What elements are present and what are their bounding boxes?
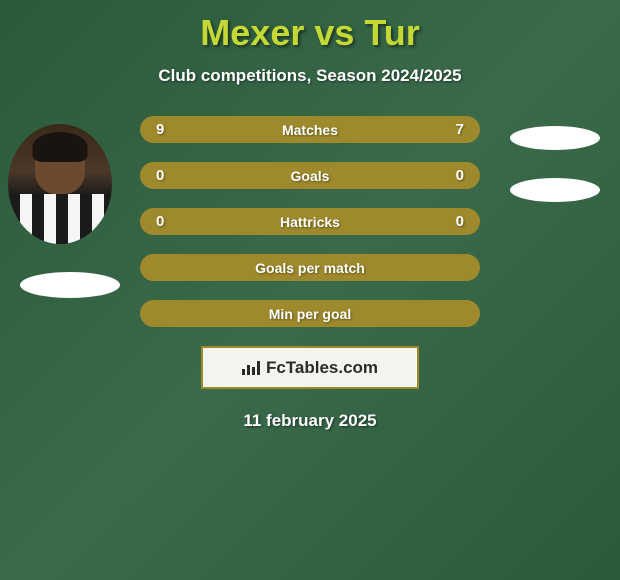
stat-pill-min-per-goal: Min per goal — [140, 300, 480, 327]
stats-container: 9 Matches 7 0 Goals 0 0 Hattricks 0 Goal… — [0, 116, 620, 327]
stat-row: Goals per match — [0, 254, 620, 281]
stat-pill-hattricks: 0 Hattricks 0 — [140, 208, 480, 235]
stat-row: 0 Goals 0 — [0, 162, 620, 189]
stat-row: 0 Hattricks 0 — [0, 208, 620, 235]
page-title: Mexer vs Tur — [0, 0, 620, 54]
stat-left-value: 9 — [156, 121, 164, 138]
stat-right-value: 7 — [456, 121, 464, 138]
stat-pill-matches: 9 Matches 7 — [140, 116, 480, 143]
stat-label: Matches — [282, 122, 338, 138]
stat-row: 9 Matches 7 — [0, 116, 620, 143]
stat-label: Min per goal — [269, 306, 351, 322]
stat-label: Goals per match — [255, 260, 365, 276]
stat-pill-goals-per-match: Goals per match — [140, 254, 480, 281]
chart-icon — [242, 361, 260, 375]
stat-left-value: 0 — [156, 213, 164, 230]
stat-label: Hattricks — [280, 214, 340, 230]
stat-left-value: 0 — [156, 167, 164, 184]
date-text: 11 february 2025 — [0, 411, 620, 431]
subtitle-text: Club competitions, Season 2024/2025 — [0, 66, 620, 86]
stat-label: Goals — [291, 168, 330, 184]
stat-right-value: 0 — [456, 213, 464, 230]
stat-row: Min per goal — [0, 300, 620, 327]
stat-right-value: 0 — [456, 167, 464, 184]
branding-text: FcTables.com — [266, 358, 378, 378]
branding-box: FcTables.com — [201, 346, 419, 389]
stat-pill-goals: 0 Goals 0 — [140, 162, 480, 189]
